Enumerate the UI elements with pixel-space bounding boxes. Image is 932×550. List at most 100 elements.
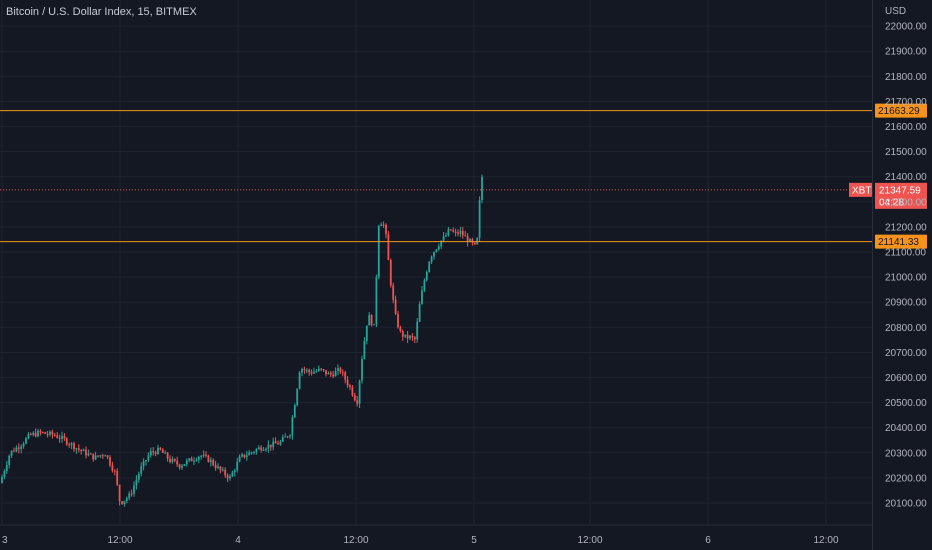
candle-body — [241, 454, 243, 456]
candle-body — [224, 470, 226, 476]
candle-body — [462, 231, 464, 236]
price-axis[interactable]: 20100.00 20200.00 20300.00 20400.00 20500.00… — [885, 6, 927, 510]
candle-body — [263, 450, 265, 451]
candle-body — [181, 466, 183, 468]
candle-body — [412, 336, 414, 338]
y-tick-label: 20700.00 — [885, 348, 927, 359]
candle-body — [289, 435, 291, 436]
candle-body — [143, 461, 145, 466]
candle-body — [313, 372, 315, 374]
candle-body — [88, 454, 90, 456]
candle-body — [436, 249, 438, 252]
candle-body — [467, 236, 469, 242]
x-tick-label: 12:00 — [343, 535, 368, 546]
candle-body — [102, 455, 104, 456]
candle-body — [246, 455, 248, 457]
candle-body — [167, 453, 169, 459]
candle-body — [457, 232, 459, 233]
candle-body — [64, 436, 66, 439]
candle-body — [373, 324, 375, 325]
candle-body — [212, 460, 214, 465]
y-tick-label: 21400.00 — [885, 172, 927, 183]
candle-body — [409, 336, 411, 339]
candle-body — [479, 200, 481, 238]
candle-body — [61, 436, 63, 439]
candle-body — [37, 431, 39, 436]
candle-body — [66, 438, 68, 444]
candle-body — [260, 447, 262, 450]
candle-body — [359, 381, 361, 404]
candle-body — [11, 451, 13, 456]
candle-body — [392, 285, 394, 299]
candle-body — [404, 335, 406, 337]
candle-body — [95, 456, 97, 460]
candle-body — [316, 371, 318, 372]
candle-body — [306, 370, 308, 371]
candle-body — [455, 232, 457, 233]
candle-body — [424, 280, 426, 290]
candle-body — [340, 368, 342, 372]
candle-body — [232, 472, 234, 476]
candle-body — [164, 453, 166, 454]
candle-body — [433, 252, 435, 257]
candle-body — [284, 436, 286, 437]
candle-body — [179, 464, 181, 467]
candle-body — [28, 434, 30, 438]
y-tick-label: 21700.00 — [885, 97, 927, 108]
candle-body — [464, 235, 466, 236]
candle-body — [128, 494, 130, 499]
candle-body — [1, 477, 3, 483]
candle-body — [172, 459, 174, 462]
candle-body — [145, 460, 147, 461]
candle-body — [400, 327, 402, 331]
candle-body — [376, 277, 378, 324]
candle-body — [138, 474, 140, 480]
candle-body — [256, 449, 258, 452]
y-tick-label: 20500.00 — [885, 398, 927, 409]
candle-body — [121, 501, 123, 504]
candle-body — [299, 373, 301, 389]
candle-body — [92, 454, 94, 460]
candle-body — [80, 450, 82, 451]
candle-body — [275, 441, 277, 443]
grid — [0, 0, 872, 525]
candle-body — [474, 243, 476, 245]
candle-body — [162, 450, 164, 453]
candle-body — [68, 444, 70, 445]
axis-unit-label: USD — [885, 6, 906, 17]
candle-body — [438, 246, 440, 249]
candle-body — [126, 498, 128, 501]
candle-body — [176, 461, 178, 465]
candle-body — [148, 455, 150, 460]
candle-body — [349, 385, 351, 387]
candle-body — [287, 436, 289, 437]
candle-body — [397, 314, 399, 327]
y-tick-label: 21300.00 — [885, 197, 927, 208]
time-axis[interactable]: 3 12:00 4 12:00 5 12:00 6 12:00 — [0, 525, 872, 546]
candle-body — [304, 369, 306, 370]
y-tick-label: 20300.00 — [885, 448, 927, 459]
candle-body — [407, 335, 409, 339]
y-tick-label: 21200.00 — [885, 222, 927, 233]
candle-body — [109, 457, 111, 465]
candle-body — [169, 459, 171, 462]
candle-body — [198, 457, 200, 460]
candle-body — [320, 369, 322, 370]
y-tick-label: 20800.00 — [885, 323, 927, 334]
y-tick-label: 21000.00 — [885, 273, 927, 284]
candle-body — [184, 464, 186, 466]
y-tick-label: 21800.00 — [885, 72, 927, 83]
candle-body — [100, 455, 102, 456]
candle-body — [116, 471, 118, 485]
candle-body — [196, 460, 198, 461]
candle-body — [208, 456, 210, 462]
candle-body — [244, 454, 246, 457]
candle-body — [6, 465, 8, 471]
candle-body — [268, 445, 270, 449]
candle-body — [136, 480, 138, 486]
candle-body — [292, 417, 294, 435]
candle-body — [13, 451, 15, 452]
candle-body — [133, 485, 135, 493]
